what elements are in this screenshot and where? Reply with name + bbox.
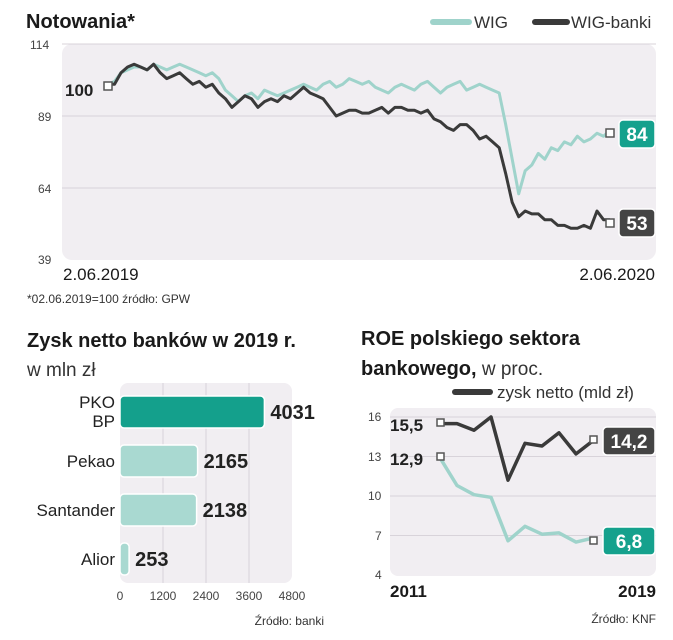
chart1-ytick-89: 89 bbox=[38, 110, 52, 124]
series-zysk-netto-start-marker bbox=[436, 418, 445, 427]
series-wig-banki-end-badge bbox=[618, 208, 656, 238]
bar-value-santander: 2138 bbox=[203, 500, 248, 522]
chart3-title-line1: ROE polskiego sektora bbox=[361, 328, 581, 350]
chart1-x-end-label: 2.06.2020 bbox=[579, 265, 655, 284]
series-wig-banki-end-label: 53 bbox=[626, 214, 647, 235]
bar-label-pko: PKO bbox=[79, 393, 115, 412]
chart3-ytick-13: 13 bbox=[368, 450, 382, 464]
series-wig-line bbox=[107, 62, 611, 196]
series-roe-start-label: 12,9 bbox=[390, 450, 423, 469]
series-roe-end-badge bbox=[602, 526, 656, 556]
chart2-xtick-1200: 1200 bbox=[150, 589, 177, 603]
series-roe-end-label: 6,8 bbox=[616, 532, 642, 553]
series-wig-end-label: 84 bbox=[626, 125, 648, 146]
series-zysk-netto-line bbox=[440, 415, 595, 482]
series-roe-line bbox=[438, 456, 594, 544]
bar-alior bbox=[119, 542, 130, 576]
series-zysk-netto-end-badge bbox=[602, 426, 656, 456]
chart1-plot-panel bbox=[62, 44, 656, 260]
chart3-ytick-4: 4 bbox=[375, 568, 382, 582]
chart-roe: ROE polskiego sektora bankowego, w proc.… bbox=[361, 328, 656, 626]
chart1-ytick-114: 114 bbox=[30, 38, 49, 52]
chart-zysk-netto: Zysk netto banków w 2019 r. w mln zł PKO… bbox=[26, 330, 324, 628]
chart2-xtick-3600: 3600 bbox=[236, 589, 263, 603]
chart3-plot-panel bbox=[390, 408, 656, 576]
legend-wig-banki-label: WIG-banki bbox=[571, 13, 651, 32]
chart3-title-line2-rest: w proc. bbox=[477, 359, 544, 380]
chart3-title-line2: bankowego, w proc. bbox=[361, 358, 543, 380]
chart1-footnote: *02.06.2019=100 źródło: GPW bbox=[27, 292, 191, 306]
series-roe-end-marker bbox=[589, 536, 598, 545]
chart3-ytick-16: 16 bbox=[368, 410, 382, 424]
chart1-start-value-label: 100 bbox=[65, 81, 93, 100]
bar-label-pekao: Pekao bbox=[67, 452, 115, 471]
bar-label-santander: Santander bbox=[37, 501, 116, 520]
chart3-ytick-7: 7 bbox=[375, 529, 382, 543]
chart1-x-start-label: 2.06.2019 bbox=[63, 265, 139, 284]
series-roe-start-marker bbox=[436, 452, 445, 461]
chart1-ytick-64: 64 bbox=[38, 182, 52, 196]
chart2-source: Źródło: banki bbox=[255, 613, 324, 628]
bar-label-bp: BP bbox=[92, 412, 115, 431]
chart2-xtick-0: 0 bbox=[117, 589, 124, 603]
bar-label-alior: Alior bbox=[81, 550, 115, 569]
bar-value-alior: 253 bbox=[135, 549, 168, 571]
bar-pekao bbox=[119, 444, 199, 478]
chart2-subtitle: w mln zł bbox=[26, 360, 96, 381]
chart1-start-marker bbox=[103, 81, 113, 91]
bar-santander bbox=[119, 493, 198, 527]
chart3-source: Źródło: KNF bbox=[591, 611, 656, 626]
bar-pko-bp bbox=[119, 395, 266, 429]
bar-value-pko-bp: 4031 bbox=[270, 402, 315, 424]
chart3-x-end-label: 2019 bbox=[618, 582, 656, 601]
chart-notowania: Notowania* WIG WIG-banki 114 89 64 39 10… bbox=[26, 11, 656, 306]
series-zysk-netto-start-label: 15,5 bbox=[390, 416, 423, 435]
series-zysk-netto-end-label: 14,2 bbox=[611, 432, 648, 453]
chart2-title: Zysk netto banków w 2019 r. bbox=[27, 330, 296, 352]
chart3-ytick-10: 10 bbox=[368, 489, 382, 503]
chart1-ytick-39: 39 bbox=[38, 253, 52, 267]
series-wig-banki-line bbox=[108, 62, 610, 230]
bar-value-pekao: 2165 bbox=[204, 451, 249, 473]
series-wig-banki-end-marker bbox=[605, 218, 615, 228]
chart2-xtick-4800: 4800 bbox=[279, 589, 306, 603]
series-zysk-netto-end-marker bbox=[589, 435, 598, 444]
legend-wig-label: WIG bbox=[474, 13, 508, 32]
chart1-title: Notowania* bbox=[26, 11, 135, 33]
chart2-xtick-2400: 2400 bbox=[193, 589, 220, 603]
chart3-title-line2-bold: bankowego, bbox=[361, 358, 477, 380]
legend-zysk-netto-label: zysk netto (mld zł) bbox=[497, 383, 634, 402]
series-wig-end-badge bbox=[618, 119, 656, 149]
series-wig-end-marker bbox=[605, 128, 615, 138]
chart3-x-start-label: 2011 bbox=[390, 582, 427, 601]
